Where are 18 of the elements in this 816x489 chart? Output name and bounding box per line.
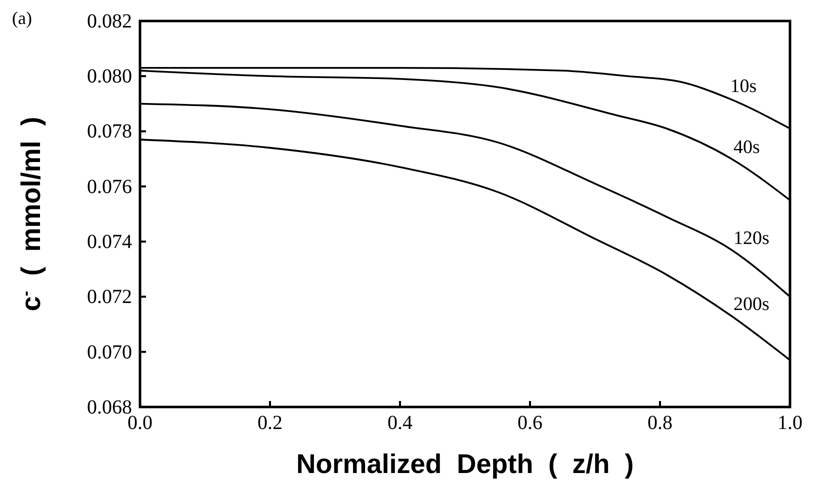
y-tick-label: 0.080 [87,66,132,88]
series-label: 200s [734,294,770,316]
x-tick-label: 0.8 [648,412,672,434]
y-tick-label: 0.070 [87,341,132,364]
y-tick-label: 0.072 [87,286,132,308]
x-tick-label: 0.4 [388,412,412,434]
x-tick-label: 1.0 [778,412,802,434]
y-tick-label: 0.076 [87,176,132,198]
x-tick-label: 0.2 [258,412,282,434]
series-label: 40s [734,136,760,158]
y-tick-label: 0.078 [87,120,132,143]
x-axis-title: Normalized Depth ( z/h ) [296,449,634,479]
x-tick-label: 0.6 [518,412,542,434]
series-label: 120s [734,228,770,249]
text: (a) [12,8,32,28]
y-tick-label: 0.082 [87,10,132,32]
y-tick-label: 0.074 [87,230,132,253]
series-label: 10s [730,76,757,98]
